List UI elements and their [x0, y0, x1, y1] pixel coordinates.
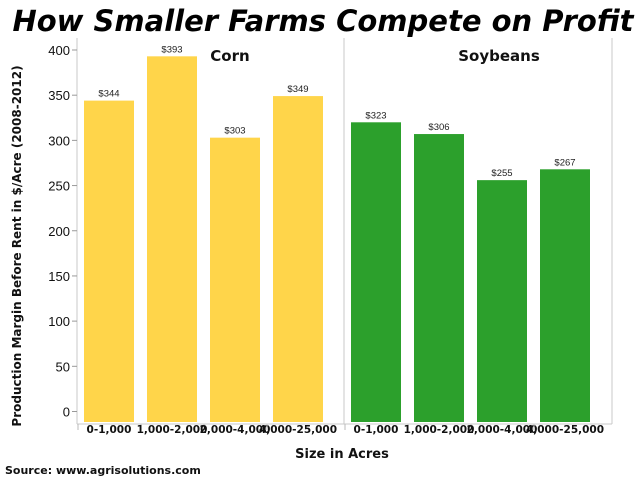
x-tick-label: 0-1,000	[354, 424, 399, 436]
data-label: $393	[161, 44, 182, 55]
bar-corn-2	[210, 137, 260, 422]
bar-soybeans-0	[351, 122, 401, 423]
x-axis-label: Size in Acres	[295, 447, 389, 462]
x-tick-label: 1,000-2,000	[137, 424, 208, 436]
y-tick-label: 200	[48, 224, 70, 239]
y-tick-label: 250	[48, 179, 70, 194]
bar-corn-0	[84, 100, 134, 423]
y-ticks: 0 50 100 150 200 250 300 350 400	[48, 43, 77, 420]
source-note: Source: www.agrisolutions.com	[5, 464, 201, 477]
y-axis-label: Production Margin Before Rent in $/Acre …	[10, 65, 24, 426]
x-tick-label: 2,000-4,000	[467, 424, 538, 436]
bars: $344 $393 $303 $349 $323 $306 $255 $267	[84, 44, 590, 423]
x-tick-label: 4,000-25,000	[526, 424, 604, 436]
x-tick-label: 2,000-4,000	[200, 424, 271, 436]
panel-title-soybeans: Soybeans	[458, 47, 540, 65]
panel-title-corn: Corn	[210, 47, 249, 65]
data-label: $306	[428, 122, 449, 133]
y-tick-label: 0	[63, 405, 70, 420]
data-label: $303	[224, 126, 245, 137]
data-label: $255	[491, 168, 512, 179]
bar-soybeans-3	[540, 169, 590, 422]
chart-title: How Smaller Farms Compete on Profit	[12, 4, 634, 38]
bar-soybeans-1	[414, 134, 464, 422]
y-tick-label: 150	[48, 269, 70, 284]
y-tick-label: 300	[48, 133, 70, 148]
y-tick-label: 100	[48, 314, 70, 329]
data-label: $344	[98, 89, 119, 100]
x-tick-label: 0-1,000	[87, 424, 132, 436]
x-tick-label: 4,000-25,000	[259, 424, 337, 436]
bar-corn-3	[273, 96, 323, 422]
x-tick-labels: 0-1,000 1,000-2,0002,000-4,0004,000-25,00…	[77, 424, 604, 436]
data-label: $323	[365, 110, 386, 121]
y-tick-label: 50	[56, 359, 70, 374]
bar-soybeans-2	[477, 180, 527, 422]
bar-corn-1	[147, 56, 197, 423]
data-label: $267	[554, 157, 575, 168]
data-label: $349	[287, 84, 308, 95]
y-tick-label: 400	[48, 43, 70, 58]
x-tick-label: 1,000-2,000	[404, 424, 475, 436]
y-tick-label: 350	[48, 88, 70, 103]
